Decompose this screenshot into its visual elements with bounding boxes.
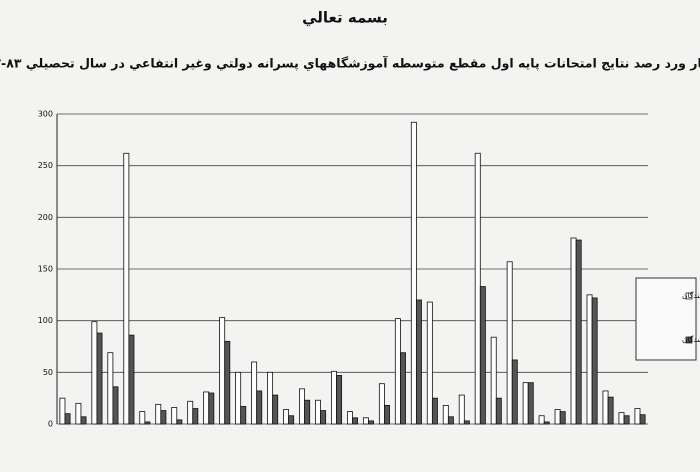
bar: [251, 361, 258, 425]
bar: [112, 386, 119, 425]
bar: [192, 408, 199, 425]
bar: [107, 352, 114, 425]
bar: [447, 416, 454, 425]
bar: [59, 397, 66, 425]
y-tick-label: 200: [38, 213, 53, 222]
bar: [299, 388, 305, 425]
bar: [352, 417, 359, 425]
bar: [591, 297, 598, 425]
bar: [75, 402, 82, 425]
bar: [384, 404, 390, 425]
bar: [139, 411, 146, 425]
bar: [559, 411, 566, 425]
bar: [511, 359, 518, 425]
bar: [160, 410, 167, 425]
bar: [506, 261, 513, 425]
bar: [320, 410, 327, 425]
chart-title: بسمه تعالي: [302, 9, 388, 27]
bar: [224, 340, 231, 425]
bar: [415, 299, 422, 425]
y-tick-label: 300: [38, 110, 53, 119]
legend-label: قبول شدگان: [682, 335, 700, 344]
y-tick-label: 50: [43, 368, 53, 377]
bar: [64, 413, 71, 425]
bar: [91, 321, 98, 425]
bar: [128, 334, 135, 425]
bar: [235, 371, 242, 425]
y-tick-label: 0: [48, 420, 53, 429]
bar: [522, 382, 529, 425]
bar: [304, 399, 311, 425]
bar: [283, 409, 290, 425]
bar: [336, 375, 343, 425]
bar: [315, 399, 321, 425]
legend-box: [635, 277, 697, 361]
bar: [554, 409, 561, 425]
bar: [362, 417, 369, 425]
bar: [527, 382, 534, 425]
bar: [495, 397, 502, 425]
bar: [538, 415, 545, 425]
bar: [458, 394, 465, 425]
bar: [171, 407, 178, 425]
bar: [394, 318, 401, 425]
chart-subtitle: آمار ورد رصد نتايج امتحانات پايه اول مقط…: [0, 56, 700, 71]
legend-swatch: [685, 336, 693, 344]
bar: [426, 301, 433, 425]
bar: [602, 390, 609, 425]
bar: [479, 286, 486, 425]
bar: [346, 411, 353, 425]
bar: [331, 370, 337, 425]
bar: [634, 408, 641, 425]
bar: [618, 412, 625, 425]
bar: [256, 390, 263, 425]
bar: [267, 371, 274, 425]
bar: [240, 406, 247, 425]
bar: [442, 404, 449, 425]
bar: [463, 420, 470, 425]
bar: [272, 394, 279, 425]
bar: [203, 391, 210, 425]
bar: [208, 392, 215, 425]
bar: [490, 336, 497, 425]
legend-swatch: [685, 292, 693, 300]
bar: [410, 121, 417, 425]
bar: [570, 237, 577, 425]
bar: [607, 396, 614, 425]
bar: [378, 383, 385, 425]
bar: [575, 239, 582, 425]
bar: [155, 403, 162, 425]
bar: [96, 332, 103, 425]
bar: [431, 397, 438, 425]
bar: [474, 152, 481, 425]
y-tick-label: 100: [38, 316, 53, 325]
bar: [219, 317, 226, 425]
bar: [586, 294, 593, 425]
legend-label: شرکت کنندگان: [682, 291, 700, 300]
bar: [543, 421, 550, 425]
bar: [623, 415, 630, 425]
bar: [176, 419, 183, 425]
bar: [123, 152, 130, 425]
bar: [187, 400, 194, 425]
bar: [368, 420, 374, 425]
bar: [400, 352, 406, 425]
bar: [288, 415, 295, 425]
bar: [639, 414, 646, 425]
bar: [80, 416, 87, 425]
y-tick-label: 250: [38, 161, 53, 170]
y-tick-label: 150: [38, 265, 53, 274]
bar: [144, 421, 151, 425]
